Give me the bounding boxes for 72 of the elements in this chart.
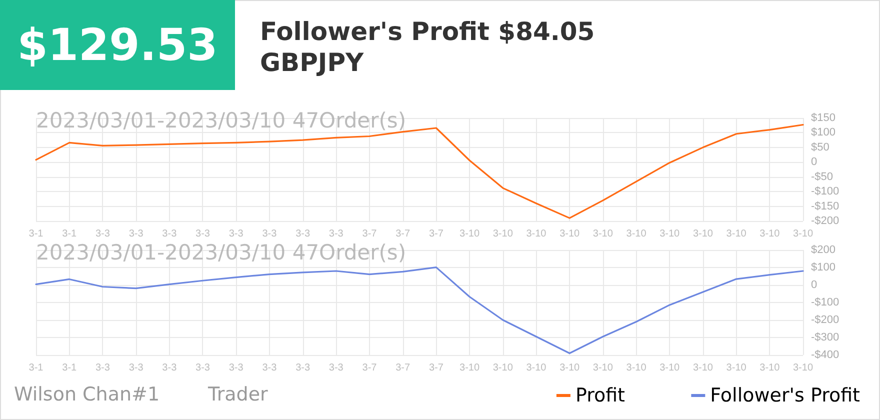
x-tick-label: 3-3 bbox=[228, 228, 244, 240]
annotation: 2023/03/01-2023/03/10 47Order(s) bbox=[36, 240, 406, 264]
x-tick-label: 3-3 bbox=[162, 362, 178, 374]
x-tick-label: 3-10 bbox=[692, 362, 714, 374]
x-tick-label: 3-7 bbox=[396, 362, 410, 374]
x-tick-label: 3-10 bbox=[492, 362, 514, 374]
y-tick-label: $150 bbox=[811, 112, 836, 124]
x-tick-label: 3-7 bbox=[428, 362, 444, 374]
x-tick-label: 3-10 bbox=[460, 228, 480, 240]
x-tick-label: 3-10 bbox=[760, 362, 780, 374]
x-tick-label: 3-10 bbox=[660, 228, 680, 240]
y-tick-label: $50 bbox=[811, 141, 830, 154]
x-tick-label: 3-7 bbox=[396, 228, 410, 240]
badge-panel: $129.53 bbox=[0, 0, 235, 90]
chart-title: Follower's Profit $84.05 bbox=[260, 17, 595, 46]
x-tick-label: 3-10 bbox=[792, 228, 814, 240]
legend-label: Follower's Profit bbox=[710, 384, 860, 406]
x-tick-label: 3-10 bbox=[726, 228, 747, 240]
x-tick-label: 3-7 bbox=[428, 228, 444, 240]
y-tick-label: 0 bbox=[811, 279, 818, 291]
x-tick-label: 3-10 bbox=[526, 362, 547, 374]
x-tick-label: 3-10 bbox=[592, 362, 614, 374]
y-tick-label: -$50 bbox=[811, 170, 834, 183]
text: Wilson Chan#1 bbox=[14, 384, 160, 406]
x-tick-label: 3-3 bbox=[162, 228, 178, 240]
x-tick-label: 3-3 bbox=[262, 228, 278, 240]
x-tick-label: 3-1 bbox=[28, 362, 44, 374]
annotation: 2023/03/01-2023/03/10 47Order(s) bbox=[36, 108, 406, 132]
y-tick-label: -$300 bbox=[811, 332, 840, 344]
x-tick-label: 3-7 bbox=[362, 228, 378, 240]
chart-subtitle: GBPJPY bbox=[260, 48, 365, 77]
text: Trader bbox=[207, 384, 268, 406]
x-tick-label: 3-10 bbox=[726, 362, 747, 374]
x-tick-label: 3-3 bbox=[128, 362, 144, 374]
legend-label: Profit bbox=[575, 384, 626, 406]
y-tick-label: -$200 bbox=[811, 314, 840, 326]
y-tick-label: $100 bbox=[811, 262, 836, 274]
x-tick-label: 3-10 bbox=[692, 228, 714, 240]
x-tick-label: 3-7 bbox=[362, 362, 378, 374]
y-tick-label: -$150 bbox=[811, 200, 840, 212]
y-tick-label: 0 bbox=[811, 156, 818, 168]
x-tick-label: 3-3 bbox=[328, 228, 344, 240]
x-tick-label: 3-3 bbox=[262, 362, 278, 374]
x-tick-label: 3-1 bbox=[28, 228, 44, 240]
x-tick-label: 3-10 bbox=[560, 228, 580, 240]
x-tick-label: 3-3 bbox=[196, 228, 210, 240]
x-tick-label: 3-3 bbox=[296, 362, 310, 374]
x-tick-label: 3-3 bbox=[128, 228, 144, 240]
x-tick-label: 3-3 bbox=[296, 228, 310, 240]
x-tick-label: 3-10 bbox=[460, 362, 480, 374]
y-tick-label: -$100 bbox=[811, 296, 840, 308]
x-tick-label: 3-10 bbox=[626, 362, 647, 374]
x-tick-label: 3-10 bbox=[526, 228, 547, 240]
y-tick-label: $100 bbox=[811, 126, 836, 139]
x-tick-label: 3-1 bbox=[62, 362, 78, 374]
x-tick-label: 3-3 bbox=[328, 362, 344, 374]
x-tick-label: 3-10 bbox=[492, 228, 514, 240]
x-tick-label: 3-3 bbox=[95, 362, 110, 374]
y-tick-label: -$400 bbox=[811, 349, 840, 361]
x-tick-label: 3-3 bbox=[95, 228, 110, 240]
y-tick-label: -$200 bbox=[811, 215, 840, 227]
x-tick-label: 3-10 bbox=[626, 228, 647, 240]
x-tick-label: 3-10 bbox=[760, 228, 780, 240]
x-tick-label: 3-3 bbox=[196, 362, 210, 374]
y-tick-label: -$100 bbox=[811, 186, 840, 198]
x-tick-label: 3-3 bbox=[228, 362, 244, 374]
x-tick-label: 3-1 bbox=[62, 228, 78, 240]
x-tick-label: 3-10 bbox=[560, 362, 580, 374]
x-tick-label: 3-10 bbox=[592, 228, 614, 240]
y-tick-label: $200 bbox=[811, 244, 836, 256]
x-tick-label: 3-10 bbox=[792, 362, 814, 374]
x-tick-label: 3-10 bbox=[660, 362, 680, 374]
